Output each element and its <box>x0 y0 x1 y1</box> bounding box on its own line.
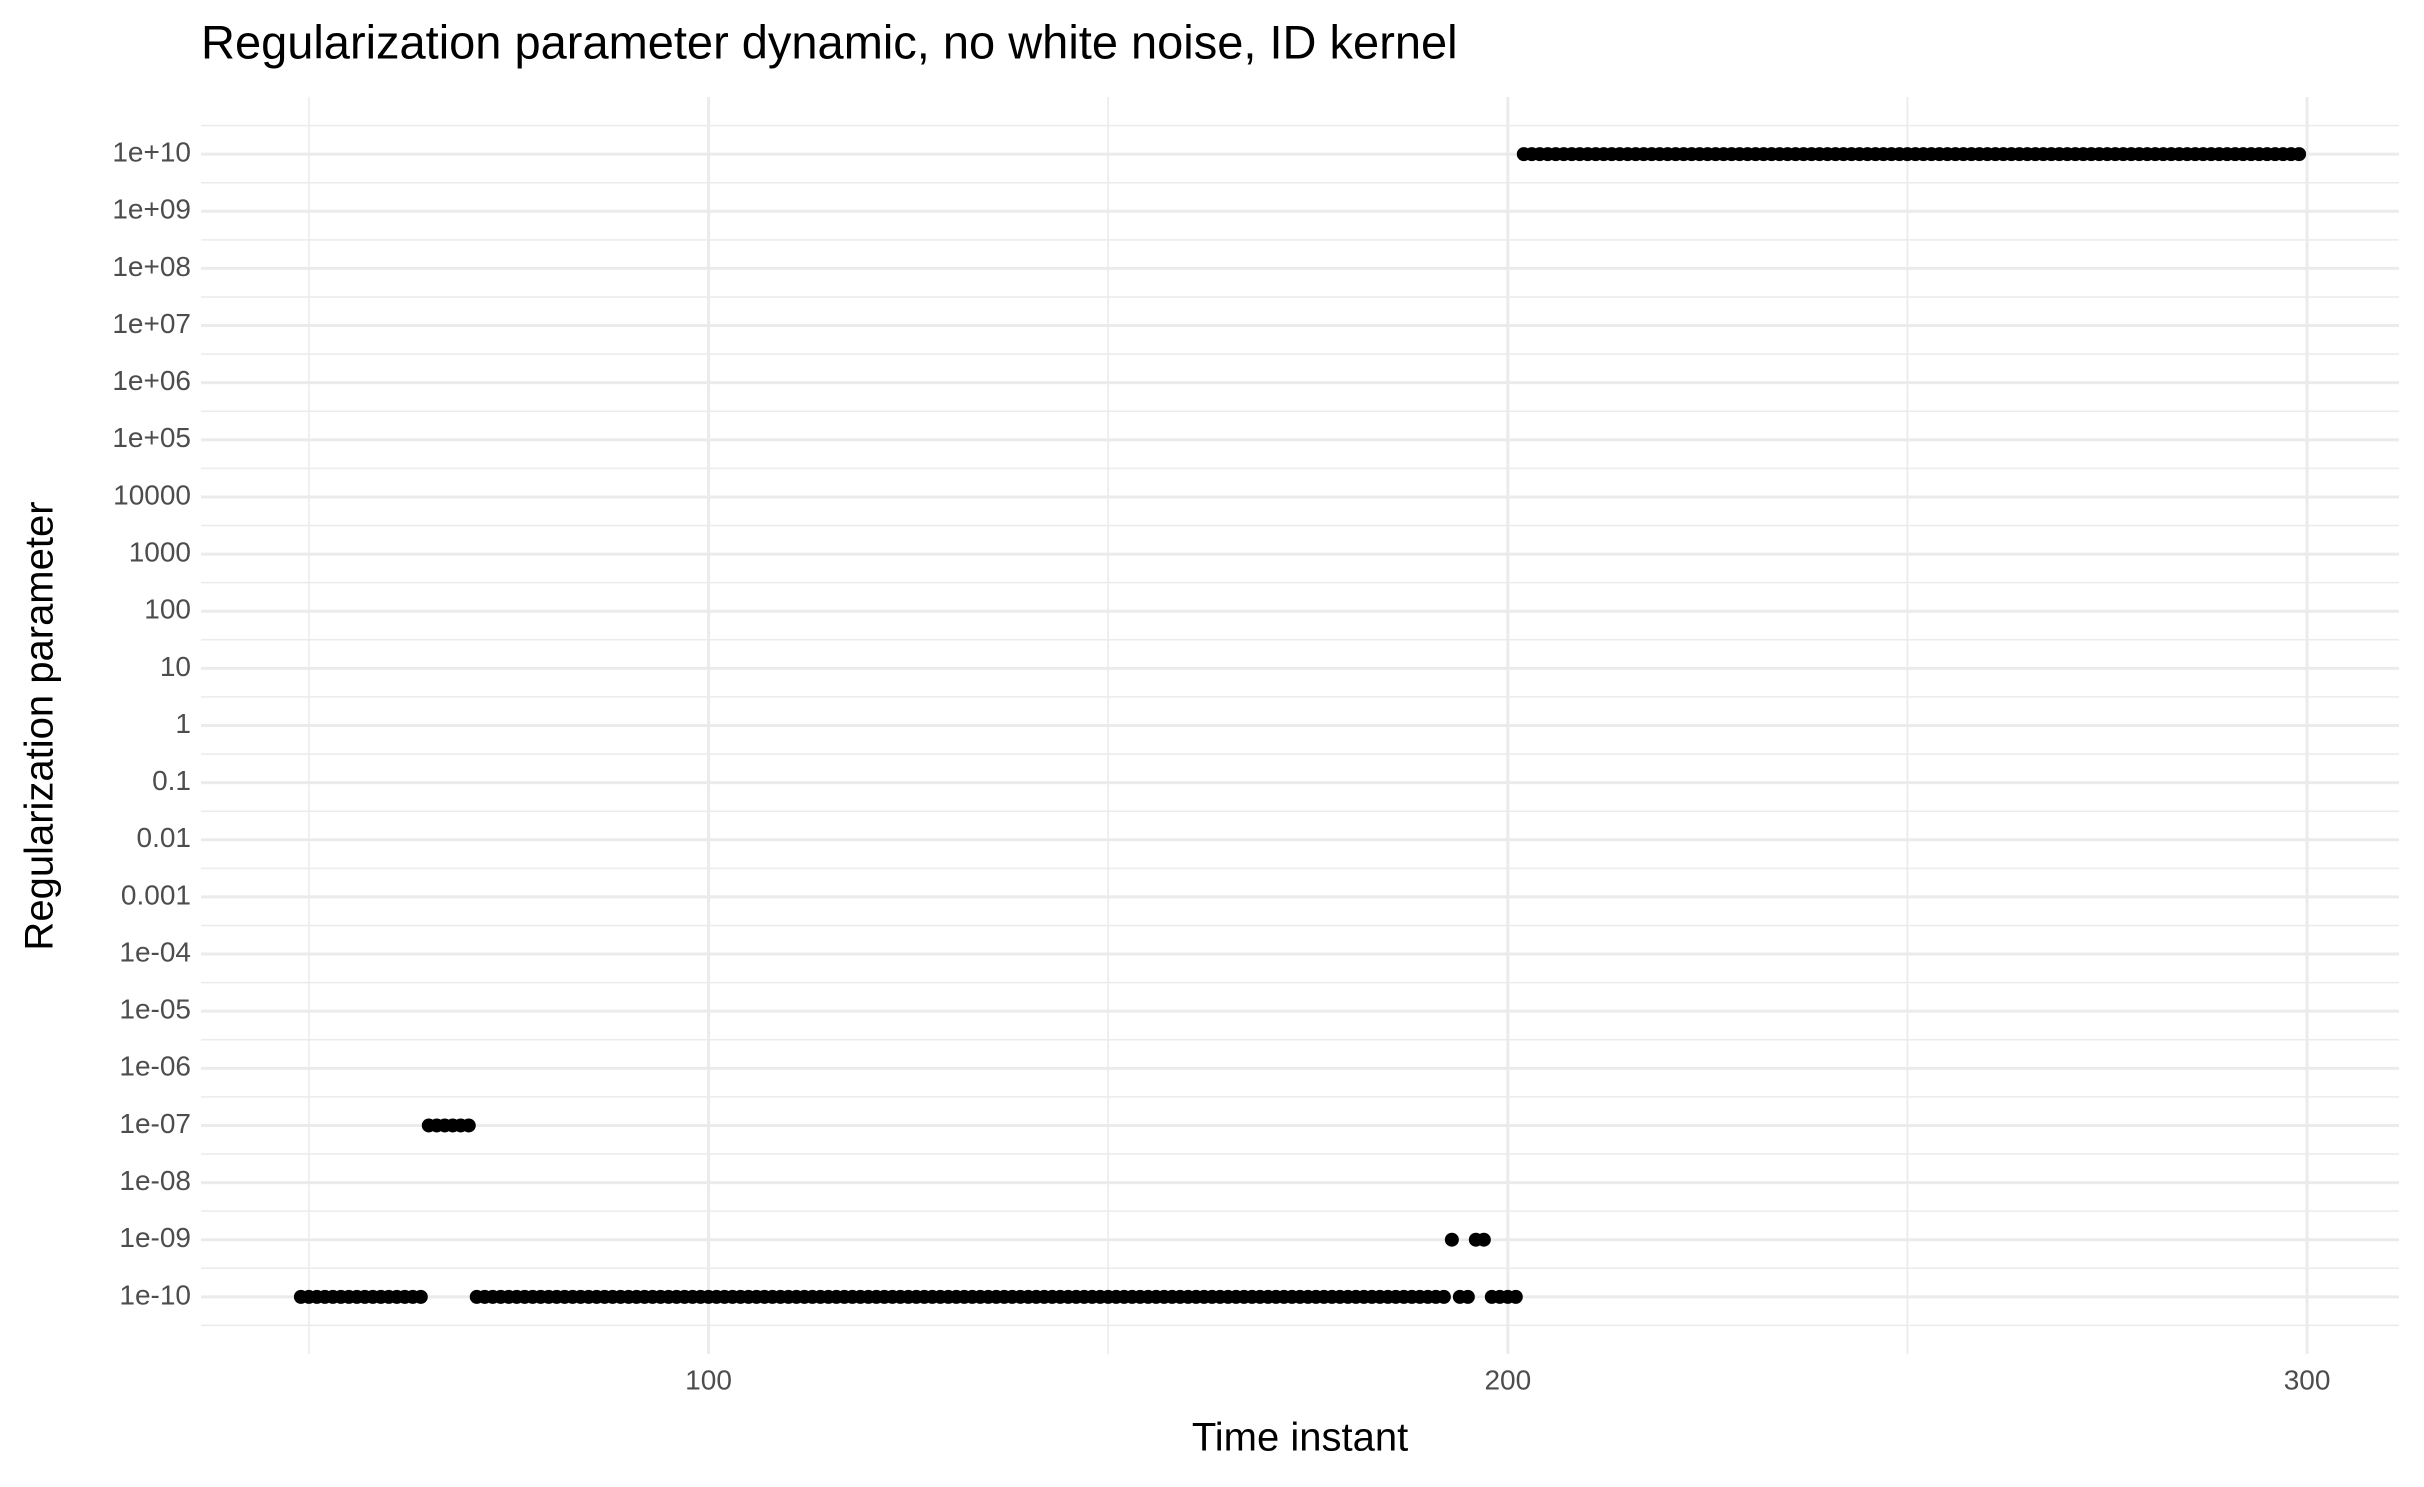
y-tick-label: 1e-05 <box>119 994 191 1025</box>
point <box>1508 1289 1523 1304</box>
x-axis-title: Time instant <box>1192 1416 1408 1460</box>
y-tick-label: 100 <box>144 594 191 625</box>
chart-title: Regularization parameter dynamic, no whi… <box>201 15 1458 68</box>
y-tick-label: 1e-10 <box>119 1279 191 1310</box>
grid <box>201 97 2399 1354</box>
y-tick-label: 1e+08 <box>112 251 191 282</box>
x-tick-label: 200 <box>1484 1364 1531 1395</box>
point <box>1436 1289 1451 1304</box>
y-tick-label: 1e+05 <box>112 422 191 453</box>
y-tick-label: 0.01 <box>137 822 192 853</box>
y-tick-label: 10 <box>160 651 191 682</box>
point <box>413 1289 428 1304</box>
y-tick-label: 1000 <box>129 536 191 567</box>
y-tick-label: 0.1 <box>152 765 191 796</box>
point <box>1476 1232 1491 1247</box>
x-tick-label: 100 <box>685 1364 732 1395</box>
y-tick-label: 1e+07 <box>112 308 191 339</box>
point <box>461 1118 476 1133</box>
y-tick-label: 1e-09 <box>119 1222 191 1253</box>
points <box>293 147 2307 1304</box>
y-tick-label: 1e-07 <box>119 1108 191 1139</box>
y-axis-title: Regularization parameter <box>18 501 62 950</box>
y-tick-label: 1e-08 <box>119 1165 191 1196</box>
y-tick-label: 1e+09 <box>112 194 191 225</box>
y-tick-label: 1e+10 <box>112 137 191 168</box>
y-tick-label: 1e+06 <box>112 365 191 396</box>
y-tick-label: 1e-06 <box>119 1051 191 1082</box>
y-tick-label: 1 <box>175 708 191 739</box>
point <box>2292 147 2307 162</box>
y-tick-label: 0.001 <box>121 879 191 910</box>
y-tick-label: 1e-04 <box>119 936 191 967</box>
point <box>1444 1232 1459 1247</box>
x-tick-label: 300 <box>2284 1364 2331 1395</box>
y-tick-label: 10000 <box>113 479 191 510</box>
point <box>1460 1289 1475 1304</box>
